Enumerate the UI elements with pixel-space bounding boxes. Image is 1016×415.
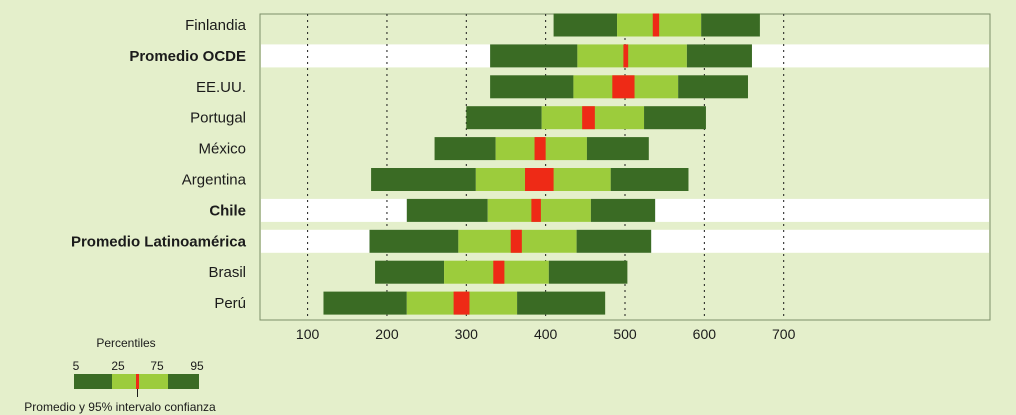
category-label-finlandia: Finlandia	[185, 17, 247, 34]
legend: Percentiles 5 25 75 95 Promedio y 95% in…	[24, 336, 216, 414]
bar-p75-p95-finlandia	[701, 13, 760, 37]
x-tick-200: 200	[375, 326, 399, 342]
bar-p5-p25-chile	[406, 198, 488, 222]
bar-p5-p25-finlandia	[553, 13, 618, 37]
mean-ci-mexico	[534, 137, 546, 161]
percentile-bars	[323, 13, 760, 315]
category-label-ee-uu: EE.UU.	[196, 79, 246, 96]
legend-swatch-inner	[112, 374, 168, 389]
mean-ci-argentina	[525, 168, 554, 191]
legend-label-95: 95	[190, 359, 204, 373]
bar-p5-p25-ee-uu	[490, 75, 574, 99]
category-label-peru: Perú	[214, 295, 246, 312]
bar-p75-p95-chile	[590, 198, 656, 222]
category-label-promedio-latinoamerica: Promedio Latinoamérica	[71, 233, 247, 250]
bar-p75-p95-mexico	[586, 137, 649, 161]
mean-ci-brasil	[493, 260, 505, 284]
category-label-brasil: Brasil	[208, 264, 246, 281]
category-label-mexico: México	[198, 141, 246, 158]
bar-p75-p95-argentina	[610, 168, 689, 191]
bar-p25-p75-promedio-ocde	[577, 44, 687, 68]
mean-ci-promedio-latinoamerica	[510, 229, 522, 253]
x-tick-500: 500	[613, 326, 637, 342]
mean-ci-chile	[531, 198, 541, 222]
bar-p5-p25-portugal	[466, 106, 542, 130]
bar-p75-p95-promedio-ocde	[686, 44, 752, 68]
bar-p25-p75-finlandia	[617, 13, 702, 37]
bar-p75-p95-ee-uu	[678, 75, 748, 99]
mean-ci-promedio-ocde	[623, 44, 629, 68]
legend-label-25: 25	[111, 359, 125, 373]
legend-swatch-outer-right	[168, 374, 199, 389]
category-label-chile: Chile	[209, 202, 246, 219]
bar-p5-p25-promedio-latinoamerica	[369, 229, 459, 253]
mean-ci-portugal	[582, 106, 595, 130]
legend-swatch-outer-left	[74, 374, 112, 389]
bar-p75-p95-brasil	[548, 260, 628, 284]
legend-swatch-mean	[136, 374, 139, 389]
category-label-portugal: Portugal	[190, 110, 246, 127]
legend-caption: Promedio y 95% intervalo confianza	[24, 400, 216, 414]
category-labels: Finlandia Promedio OCDE EE.UU. Portugal Méxi…	[71, 17, 247, 312]
x-tick-400: 400	[534, 326, 558, 342]
bar-p75-p95-peru	[517, 291, 606, 315]
x-tick-labels: 100 200 300 400 500 600 700	[296, 326, 796, 342]
x-tick-100: 100	[296, 326, 320, 342]
legend-label-75: 75	[150, 359, 164, 373]
bar-p5-p25-peru	[323, 291, 407, 315]
bar-p75-p95-portugal	[644, 106, 706, 130]
x-tick-700: 700	[772, 326, 796, 342]
bar-p75-p95-promedio-latinoamerica	[576, 229, 652, 253]
x-tick-600: 600	[693, 326, 717, 342]
mean-ci-peru	[453, 291, 470, 315]
bar-p5-p25-argentina	[371, 168, 476, 191]
legend-label-5: 5	[73, 359, 80, 373]
category-label-promedio-ocde: Promedio OCDE	[129, 48, 246, 65]
legend-title: Percentiles	[96, 336, 155, 350]
mean-ci-ee-uu	[612, 75, 635, 99]
bar-p5-p25-mexico	[434, 137, 496, 161]
bar-p5-p25-promedio-ocde	[490, 44, 578, 68]
category-label-argentina: Argentina	[182, 172, 247, 189]
bar-p5-p25-brasil	[375, 260, 445, 284]
mean-ci-finlandia	[652, 13, 660, 37]
x-tick-300: 300	[455, 326, 479, 342]
